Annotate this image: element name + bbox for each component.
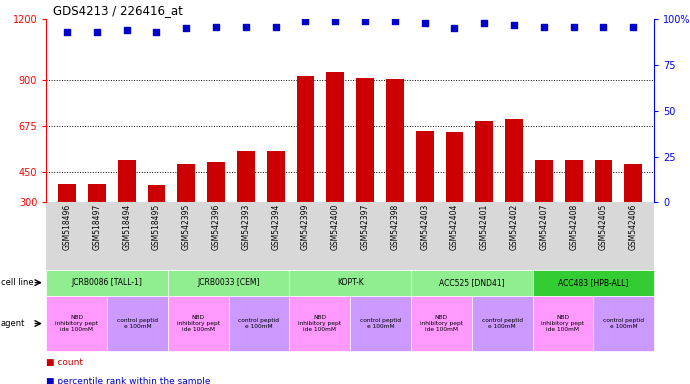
Bar <box>88 184 106 202</box>
Text: control peptid
e 100mM: control peptid e 100mM <box>482 318 522 329</box>
Point <box>419 20 430 26</box>
Bar <box>624 164 642 202</box>
Text: control peptid
e 100mM: control peptid e 100mM <box>603 318 644 329</box>
Point <box>509 22 520 28</box>
Point <box>240 23 251 30</box>
Text: NBD
inhibitory pept
ide 100mM: NBD inhibitory pept ide 100mM <box>177 315 219 332</box>
Bar <box>475 121 493 202</box>
Point <box>61 29 72 35</box>
Bar <box>177 164 195 202</box>
Bar <box>118 160 136 202</box>
Text: control peptid
e 100mM: control peptid e 100mM <box>117 318 158 329</box>
Text: ACC483 [HPB-ALL]: ACC483 [HPB-ALL] <box>558 278 629 287</box>
Bar <box>326 72 344 202</box>
Text: NBD
inhibitory pept
ide 100mM: NBD inhibitory pept ide 100mM <box>298 315 342 332</box>
Point <box>300 18 311 24</box>
Bar <box>416 131 433 202</box>
Text: NBD
inhibitory pept
ide 100mM: NBD inhibitory pept ide 100mM <box>420 315 463 332</box>
Text: agent: agent <box>1 319 25 328</box>
Bar <box>505 119 523 202</box>
Bar <box>356 78 374 202</box>
Bar <box>207 162 225 202</box>
Point <box>270 23 282 30</box>
Text: NBD
inhibitory pept
ide 100mM: NBD inhibitory pept ide 100mM <box>55 315 98 332</box>
Text: control peptid
e 100mM: control peptid e 100mM <box>239 318 279 329</box>
Point <box>121 27 132 33</box>
Text: NBD
inhibitory pept
ide 100mM: NBD inhibitory pept ide 100mM <box>542 315 584 332</box>
Text: ■ percentile rank within the sample: ■ percentile rank within the sample <box>46 377 210 384</box>
Text: JCRB0086 [TALL-1]: JCRB0086 [TALL-1] <box>72 278 142 287</box>
Point <box>538 23 549 30</box>
Text: KOPT-K: KOPT-K <box>337 278 364 287</box>
Point <box>628 23 639 30</box>
Bar <box>564 160 582 202</box>
Bar <box>237 152 255 202</box>
Bar <box>595 160 613 202</box>
Point <box>330 18 341 24</box>
Point <box>210 23 221 30</box>
Point <box>568 23 579 30</box>
Text: ■ count: ■ count <box>46 358 83 367</box>
Bar <box>297 76 315 202</box>
Bar <box>148 185 166 202</box>
Point <box>91 29 102 35</box>
Text: cell line: cell line <box>1 278 33 287</box>
Bar <box>386 79 404 202</box>
Point <box>389 18 400 24</box>
Bar <box>446 132 464 202</box>
Point <box>449 25 460 31</box>
Text: ACC525 [DND41]: ACC525 [DND41] <box>439 278 504 287</box>
Text: control peptid
e 100mM: control peptid e 100mM <box>360 318 401 329</box>
Point <box>181 25 192 31</box>
Bar <box>58 184 76 202</box>
Point <box>598 23 609 30</box>
Text: JCRB0033 [CEM]: JCRB0033 [CEM] <box>197 278 260 287</box>
Point <box>479 20 490 26</box>
Point <box>359 18 371 24</box>
Text: GDS4213 / 226416_at: GDS4213 / 226416_at <box>53 4 183 17</box>
Bar <box>535 160 553 202</box>
Bar <box>267 152 284 202</box>
Point <box>151 29 162 35</box>
